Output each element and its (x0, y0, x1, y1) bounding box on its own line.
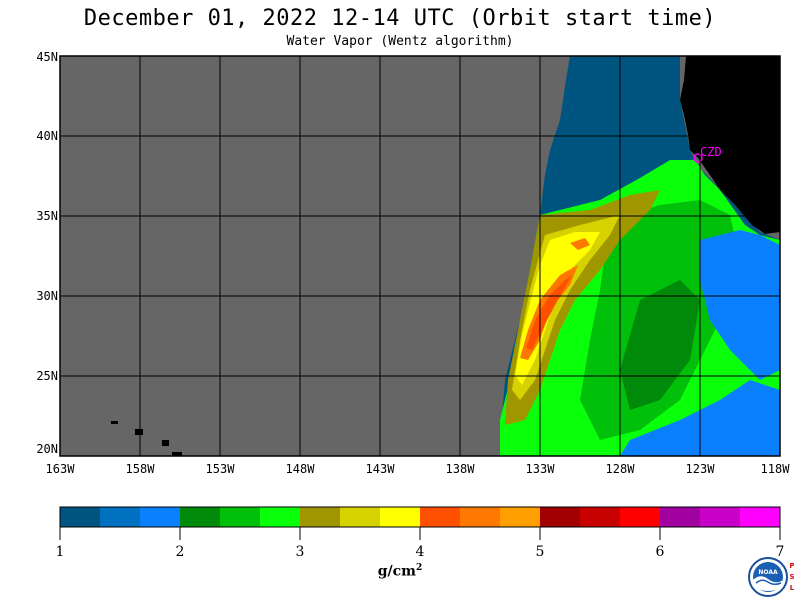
vapor-band-light-olive (512, 215, 620, 400)
lat-label-45n: 45N (36, 50, 58, 64)
lat-label-40n: 40N (36, 129, 58, 143)
colorbar-label-7: 7 (775, 544, 785, 560)
logo-lab-letter-l: L (790, 584, 795, 592)
hawaiian-islands (111, 421, 182, 456)
colorbar-cell (700, 507, 741, 527)
colorbar-cell (60, 507, 101, 527)
lat-label-35n: 35N (36, 209, 58, 223)
lat-label-30n: 30N (36, 289, 58, 303)
lon-label-138w: 138W (445, 462, 475, 476)
colorbar-cell (540, 507, 581, 527)
colorbar-label-1: 1 (55, 544, 65, 560)
colorbar-label-5: 5 (535, 544, 545, 560)
colorbar-units: g/cm2 (370, 563, 430, 580)
colorbar-cell (260, 507, 301, 527)
lon-label-123w: 123W (685, 462, 715, 476)
colorbar-cell (420, 507, 461, 527)
units-exponent: 2 (415, 563, 423, 573)
lat-label-25n: 25N (36, 369, 58, 383)
colorbar-cell (100, 507, 141, 527)
colorbar-cell (740, 507, 781, 527)
colorbar-ticks (59, 527, 781, 540)
lon-label-128w: 128W (605, 462, 635, 476)
lon-label-153w: 153W (205, 462, 235, 476)
colorbar-cell (660, 507, 701, 527)
colorbar-label-6: 6 (655, 544, 665, 560)
colorbar-label-3: 3 (295, 544, 305, 560)
colorbar-label-4: 4 (415, 544, 425, 560)
colorbar (60, 507, 781, 527)
vapor-band-yellow (515, 232, 600, 385)
colorbar-cell (460, 507, 501, 527)
units-base: g/cm (377, 563, 416, 580)
lat-lon-grid (60, 56, 780, 456)
logo-lab-letter-p: P (789, 562, 794, 570)
logo-lab-letter-s: S (789, 573, 794, 581)
colorbar-cell (340, 507, 381, 527)
noaa-logo: NOAA P S L (748, 557, 795, 597)
land-mass-north-america (680, 56, 780, 234)
colorbar-label-2: 2 (175, 544, 185, 560)
vapor-band-blue-east (700, 230, 780, 380)
station-czd-marker: CZD (693, 145, 722, 163)
lon-label-118w: 118W (760, 462, 790, 476)
lon-label-158w: 158W (125, 462, 155, 476)
station-label: CZD (700, 145, 722, 159)
colorbar-cell (140, 507, 181, 527)
colorbar-cell (620, 507, 661, 527)
colorbar-cell (180, 507, 221, 527)
map-subtitle: Water Vapor (Wentz algorithm) (286, 34, 514, 49)
colorbar-cell (220, 507, 261, 527)
lon-label-148w: 148W (285, 462, 315, 476)
colorbar-cell (580, 507, 621, 527)
colorbar-cell (300, 507, 341, 527)
lon-label-163w: 163W (45, 462, 75, 476)
logo-agency-text: NOAA (758, 569, 778, 576)
lon-label-143w: 143W (365, 462, 395, 476)
map-title: December 01, 2022 12-14 UTC (Orbit start… (83, 6, 717, 31)
map-frame (59, 55, 781, 457)
colorbar-cell (380, 507, 421, 527)
lat-label-20n: 20N (36, 442, 58, 456)
vapor-band-red-orange (526, 275, 572, 350)
lon-label-133w: 133W (525, 462, 555, 476)
colorbar-cell (500, 507, 541, 527)
vapor-band-orange-north (570, 238, 590, 250)
vapor-band-dark-green (620, 280, 700, 410)
